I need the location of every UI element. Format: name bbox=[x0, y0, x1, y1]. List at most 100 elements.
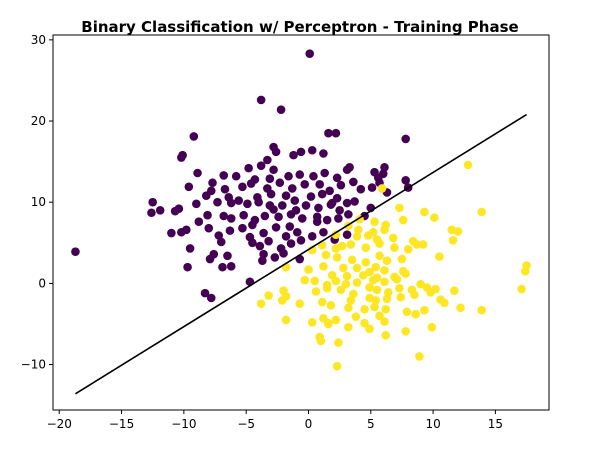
class-1-point-3 bbox=[420, 207, 429, 217]
class-1-point-37 bbox=[382, 256, 392, 265]
class-1-point-124 bbox=[324, 319, 333, 329]
class-0-point-22 bbox=[231, 171, 241, 181]
class-1-point-117 bbox=[401, 326, 410, 336]
class-0-point-91 bbox=[260, 211, 270, 221]
class-0-point-58 bbox=[266, 189, 276, 199]
class-0-point-131 bbox=[218, 262, 227, 272]
class-1-point-19 bbox=[388, 233, 398, 243]
class-1-point-126 bbox=[337, 241, 347, 251]
class-1-point-4 bbox=[430, 213, 439, 222]
class-1-point-102 bbox=[420, 305, 429, 315]
class-0-point-75 bbox=[314, 203, 323, 213]
y-tick-label: 30 bbox=[31, 33, 46, 47]
class-0-point-69 bbox=[243, 199, 252, 209]
class-0-point-42 bbox=[275, 178, 285, 188]
class-0-point-21 bbox=[219, 171, 229, 180]
class-0-point-36 bbox=[184, 182, 194, 192]
y-axis: −10 0 10 20 30 bbox=[21, 33, 53, 372]
class-1-point-2 bbox=[395, 203, 404, 213]
class-0-point-28 bbox=[320, 168, 329, 178]
class-0-point-27 bbox=[309, 171, 318, 181]
class-0-point-142 bbox=[269, 205, 278, 214]
class-0-point-12 bbox=[289, 150, 298, 160]
class-0-point-66 bbox=[213, 197, 222, 207]
class-1-point-1 bbox=[377, 184, 387, 193]
class-0-point-19 bbox=[269, 165, 278, 175]
x-tick-label: 0 bbox=[305, 417, 313, 431]
class-0-point-44 bbox=[300, 180, 310, 189]
class-0-point-143 bbox=[327, 198, 337, 208]
class-0-point-108 bbox=[259, 228, 268, 238]
class-0-point-25 bbox=[284, 171, 293, 181]
class-0-point-100 bbox=[167, 228, 176, 238]
class-1-point-96 bbox=[344, 303, 353, 313]
class-1-point-123 bbox=[332, 361, 342, 371]
class-1-point-0 bbox=[463, 160, 473, 170]
class-1-point-64 bbox=[380, 277, 389, 287]
class-0-point-123 bbox=[185, 244, 195, 253]
class-0-point-17 bbox=[244, 163, 253, 173]
class-0-point-2 bbox=[256, 95, 266, 105]
class-0-point-125 bbox=[223, 251, 232, 261]
class-0-point-117 bbox=[248, 238, 257, 248]
class-1-point-110 bbox=[331, 315, 341, 325]
class-1-point-9 bbox=[398, 215, 408, 225]
class-1-point-107 bbox=[307, 318, 317, 327]
class-1-point-101 bbox=[411, 309, 420, 319]
class-0-point-1 bbox=[305, 49, 315, 58]
class-0-point-135 bbox=[270, 253, 280, 262]
x-tick-label: 15 bbox=[488, 417, 503, 431]
class-0-point-137 bbox=[206, 293, 216, 303]
class-0-point-53 bbox=[401, 175, 410, 185]
class-1-point-68 bbox=[311, 287, 321, 296]
class-1-point-32 bbox=[321, 250, 331, 260]
class-0-point-78 bbox=[350, 197, 359, 206]
class-1-point-75 bbox=[395, 283, 404, 293]
class-1-point-29 bbox=[403, 244, 413, 254]
class-1-point-27 bbox=[375, 239, 384, 248]
class-0-point-121 bbox=[286, 239, 296, 248]
class-0-point-50 bbox=[367, 183, 377, 192]
class-0-point-3 bbox=[276, 105, 286, 114]
class-0-point-48 bbox=[349, 177, 358, 187]
x-tick-label: 10 bbox=[425, 417, 440, 431]
class-1-point-17 bbox=[352, 232, 362, 241]
class-0-point-14 bbox=[307, 145, 317, 155]
class-0-point-84 bbox=[174, 204, 184, 213]
class-0-point-98 bbox=[344, 210, 353, 219]
y-tick-label: 20 bbox=[31, 114, 46, 128]
class-1-point-63 bbox=[368, 275, 378, 285]
class-1-point-121 bbox=[381, 331, 391, 340]
class-1-point-104 bbox=[477, 305, 487, 315]
class-1-point-86 bbox=[371, 296, 381, 305]
x-tick-label: −15 bbox=[109, 417, 134, 431]
class-0-point-40 bbox=[246, 179, 256, 188]
class-0-point-140 bbox=[285, 222, 295, 231]
class-1-point-56 bbox=[401, 269, 410, 278]
class-0-point-94 bbox=[297, 214, 307, 223]
class-0-point-35 bbox=[378, 169, 388, 179]
class-1-point-13 bbox=[380, 225, 389, 235]
class-1-point-72 bbox=[365, 283, 374, 292]
class-0-point-67 bbox=[226, 198, 236, 208]
class-0-point-38 bbox=[220, 184, 230, 194]
class-0-point-102 bbox=[182, 225, 191, 235]
y-tick-label: 0 bbox=[38, 276, 46, 290]
class-1-point-41 bbox=[319, 262, 328, 271]
class-0-point-70 bbox=[254, 197, 263, 207]
class-0-point-86 bbox=[203, 210, 212, 220]
class-1-point-46 bbox=[380, 266, 389, 275]
class-0-point-138 bbox=[194, 217, 204, 226]
class-1-point-38 bbox=[397, 254, 407, 264]
class-1-point-39 bbox=[435, 252, 444, 261]
class-1-point-16 bbox=[331, 230, 341, 239]
class-1-point-81 bbox=[264, 291, 273, 300]
class-0-point-15 bbox=[319, 149, 328, 158]
class-1-point-97 bbox=[360, 305, 369, 314]
class-1-point-35 bbox=[361, 257, 371, 267]
class-1-point-61 bbox=[341, 279, 351, 289]
class-1-point-94 bbox=[295, 299, 305, 308]
class-1-point-70 bbox=[336, 285, 346, 295]
class-0-point-37 bbox=[208, 178, 217, 188]
